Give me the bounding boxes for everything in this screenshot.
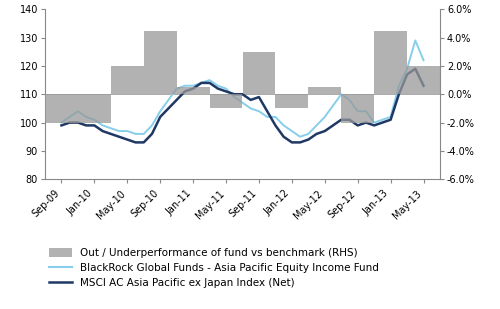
Bar — [45, 94, 78, 123]
Bar — [111, 66, 144, 94]
Bar — [210, 94, 242, 108]
Bar — [374, 31, 407, 94]
Bar — [341, 94, 374, 123]
Bar — [78, 94, 111, 123]
Bar — [407, 66, 440, 94]
Bar — [176, 87, 210, 94]
Bar — [308, 87, 341, 94]
Bar — [242, 52, 276, 94]
Bar — [144, 31, 176, 94]
Bar — [276, 94, 308, 108]
Legend: Out / Underperformance of fund vs benchmark (RHS), BlackRock Global Funds - Asia: Out / Underperformance of fund vs benchm… — [45, 244, 384, 293]
